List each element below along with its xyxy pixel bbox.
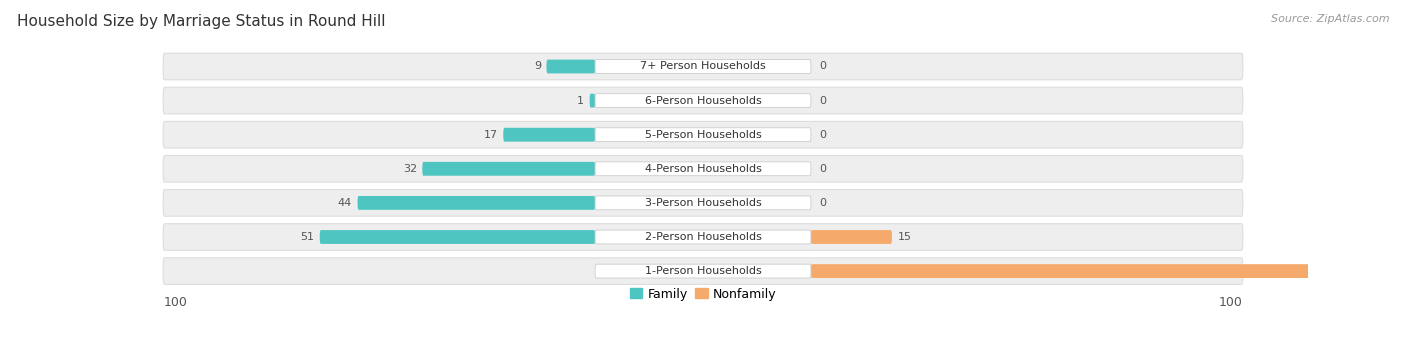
Text: 2-Person Households: 2-Person Households bbox=[644, 232, 762, 242]
Text: 17: 17 bbox=[484, 130, 498, 140]
Text: 51: 51 bbox=[301, 232, 315, 242]
Text: 0: 0 bbox=[820, 130, 827, 140]
FancyBboxPatch shape bbox=[163, 121, 1243, 148]
FancyBboxPatch shape bbox=[547, 60, 595, 73]
FancyBboxPatch shape bbox=[811, 230, 891, 244]
Legend: Family, Nonfamily: Family, Nonfamily bbox=[630, 288, 776, 301]
Text: 99: 99 bbox=[1322, 266, 1337, 276]
Text: 0: 0 bbox=[820, 95, 827, 106]
Text: 100: 100 bbox=[1219, 296, 1243, 309]
FancyBboxPatch shape bbox=[595, 128, 811, 142]
FancyBboxPatch shape bbox=[163, 155, 1243, 182]
FancyBboxPatch shape bbox=[163, 224, 1243, 250]
Text: 100: 100 bbox=[163, 296, 187, 309]
FancyBboxPatch shape bbox=[422, 162, 595, 176]
FancyBboxPatch shape bbox=[163, 190, 1243, 216]
FancyBboxPatch shape bbox=[163, 258, 1243, 284]
FancyBboxPatch shape bbox=[811, 264, 1346, 278]
Text: 0: 0 bbox=[820, 164, 827, 174]
FancyBboxPatch shape bbox=[595, 196, 811, 210]
FancyBboxPatch shape bbox=[163, 87, 1243, 114]
Text: 1: 1 bbox=[578, 95, 585, 106]
Text: 1-Person Households: 1-Person Households bbox=[644, 266, 762, 276]
Text: 3-Person Households: 3-Person Households bbox=[644, 198, 762, 208]
FancyBboxPatch shape bbox=[357, 196, 595, 210]
Text: 15: 15 bbox=[897, 232, 911, 242]
Text: Source: ZipAtlas.com: Source: ZipAtlas.com bbox=[1271, 14, 1389, 24]
Text: 0: 0 bbox=[820, 198, 827, 208]
FancyBboxPatch shape bbox=[319, 230, 595, 244]
FancyBboxPatch shape bbox=[163, 53, 1243, 80]
Text: 9: 9 bbox=[534, 61, 541, 72]
Text: 5-Person Households: 5-Person Households bbox=[644, 130, 762, 140]
Text: 44: 44 bbox=[337, 198, 352, 208]
FancyBboxPatch shape bbox=[503, 128, 595, 142]
Text: 32: 32 bbox=[402, 164, 418, 174]
Text: 0: 0 bbox=[820, 61, 827, 72]
Text: Household Size by Marriage Status in Round Hill: Household Size by Marriage Status in Rou… bbox=[17, 14, 385, 29]
FancyBboxPatch shape bbox=[595, 60, 811, 73]
Text: 4-Person Households: 4-Person Households bbox=[644, 164, 762, 174]
FancyBboxPatch shape bbox=[589, 94, 595, 107]
FancyBboxPatch shape bbox=[595, 162, 811, 176]
Text: 6-Person Households: 6-Person Households bbox=[644, 95, 762, 106]
Text: 7+ Person Households: 7+ Person Households bbox=[640, 61, 766, 72]
FancyBboxPatch shape bbox=[595, 264, 811, 278]
FancyBboxPatch shape bbox=[595, 94, 811, 107]
FancyBboxPatch shape bbox=[595, 230, 811, 244]
